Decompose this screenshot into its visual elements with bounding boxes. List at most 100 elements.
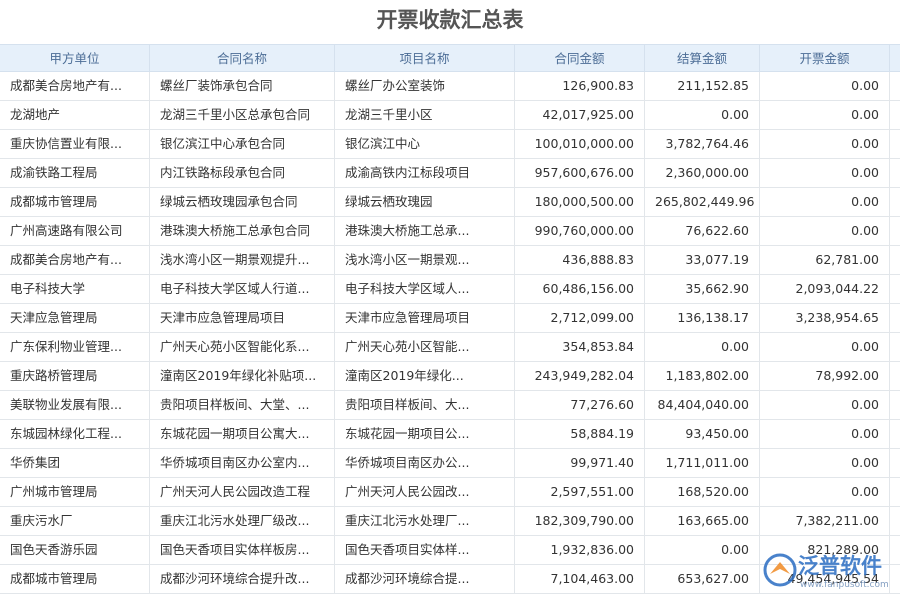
table-cell: 绿城云栖玫瑰园	[335, 188, 515, 217]
table-cell: 0.00	[645, 333, 760, 362]
table-cell: 1,711,011.00	[645, 449, 760, 478]
table-cell: 国色天香游乐园	[0, 536, 150, 565]
table-cell: 贵阳项目样板间、大...	[335, 391, 515, 420]
row-filler	[890, 391, 900, 420]
table-cell: 35,662.90	[645, 275, 760, 304]
table-cell: 重庆协信置业有限...	[0, 130, 150, 159]
table-cell: 3,782,764.46	[645, 130, 760, 159]
table-cell: 银亿滨江中心	[335, 130, 515, 159]
table-cell: 0.00	[760, 188, 890, 217]
table-cell: 1,932,836.00	[515, 536, 645, 565]
table-cell: 0.00	[760, 217, 890, 246]
table-cell: 182,309,790.00	[515, 507, 645, 536]
table-cell: 龙湖地产	[0, 101, 150, 130]
table-cell: 螺丝厂办公室装饰	[335, 72, 515, 101]
table-cell: 东城花园一期项目公...	[335, 420, 515, 449]
table-cell: 国色天香项目实体样...	[335, 536, 515, 565]
table-cell: 重庆江北污水处理厂级改...	[150, 507, 335, 536]
page-title: 开票收款汇总表	[376, 8, 524, 32]
table-cell: 0.00	[760, 478, 890, 507]
table-cell: 990,760,000.00	[515, 217, 645, 246]
row-filler	[890, 246, 900, 275]
table-cell: 广州天河人民公园改...	[335, 478, 515, 507]
table-cell: 浅水湾小区一期景观提升...	[150, 246, 335, 275]
table-cell: 电子科技大学区域人行道...	[150, 275, 335, 304]
table-cell: 广州城市管理局	[0, 478, 150, 507]
watermark: 泛普软件 www.fanpusoft.com	[762, 546, 896, 596]
table-cell: 2,712,099.00	[515, 304, 645, 333]
table-cell: 0.00	[760, 391, 890, 420]
table-cell: 58,884.19	[515, 420, 645, 449]
table-cell: 东城园林绿化工程...	[0, 420, 150, 449]
table-cell: 62,781.00	[760, 246, 890, 275]
row-filler	[890, 362, 900, 391]
watermark-url: www.fanpusoft.com	[800, 580, 889, 590]
table-cell: 潼南区2019年绿化补贴项...	[150, 362, 335, 391]
table-cell: 436,888.83	[515, 246, 645, 275]
row-filler	[890, 478, 900, 507]
table-cell: 821,289.00	[760, 536, 890, 565]
column-header: 合同金额	[515, 44, 645, 72]
table-cell: 广州高速路有限公司	[0, 217, 150, 246]
table-cell: 0.00	[645, 101, 760, 130]
table-cell: 东城花园一期项目公寓大...	[150, 420, 335, 449]
table-cell: 2,093,044.22	[760, 275, 890, 304]
table-cell: 2,597,551.00	[515, 478, 645, 507]
table-cell: 42,017,925.00	[515, 101, 645, 130]
table-cell: 0.00	[645, 536, 760, 565]
table-cell: 265,802,449.96	[645, 188, 760, 217]
column-header: 甲方单位	[0, 44, 150, 72]
column-header: 合同名称	[150, 44, 335, 72]
table-cell: 76,622.60	[645, 217, 760, 246]
table-cell: 168,520.00	[645, 478, 760, 507]
table-cell: 93,450.00	[645, 420, 760, 449]
table-cell: 7,382,211.00	[760, 507, 890, 536]
table-cell: 0.00	[760, 72, 890, 101]
table-cell: 成渝高铁内江标段项目	[335, 159, 515, 188]
table-cell: 浅水湾小区一期景观...	[335, 246, 515, 275]
table-cell: 成都城市管理局	[0, 565, 150, 594]
table-cell: 国色天香项目实体样板房...	[150, 536, 335, 565]
table-cell: 成渝铁路工程局	[0, 159, 150, 188]
column-header: 开票金额	[760, 44, 890, 72]
row-filler	[890, 188, 900, 217]
table-cell: 180,000,500.00	[515, 188, 645, 217]
table-cell: 2,360,000.00	[645, 159, 760, 188]
table-cell: 贵阳项目样板间、大堂、...	[150, 391, 335, 420]
table-cell: 211,152.85	[645, 72, 760, 101]
table-cell: 7,104,463.00	[515, 565, 645, 594]
table-cell: 100,010,000.00	[515, 130, 645, 159]
table-cell: 天津应急管理局	[0, 304, 150, 333]
table-cell: 广州天河人民公园改造工程	[150, 478, 335, 507]
table-cell: 成都美合房地产有...	[0, 72, 150, 101]
table-cell: 126,900.83	[515, 72, 645, 101]
table-cell: 136,138.17	[645, 304, 760, 333]
table-cell: 重庆江北污水处理厂...	[335, 507, 515, 536]
table-cell: 华侨城项目南区办公室内...	[150, 449, 335, 478]
column-header-filler	[890, 44, 900, 72]
row-filler	[890, 333, 900, 362]
data-table: 甲方单位 合同名称 项目名称 合同金额 结算金额 开票金额 成都美合房地产有... 螺丝厂装饰…	[0, 44, 900, 600]
row-filler	[890, 507, 900, 536]
table-cell: 0.00	[760, 449, 890, 478]
table-cell: 成都沙河环境综合提...	[335, 565, 515, 594]
row-filler	[890, 420, 900, 449]
table-cell: 60,486,156.00	[515, 275, 645, 304]
table-cell: 天津市应急管理局项目	[335, 304, 515, 333]
table-cell: 天津市应急管理局项目	[150, 304, 335, 333]
table-cell: 1,183,802.00	[645, 362, 760, 391]
table-cell: 49,454,945.54	[760, 565, 890, 594]
table-cell: 0.00	[760, 333, 890, 362]
table-cell: 绿城云栖玫瑰园承包合同	[150, 188, 335, 217]
table-cell: 0.00	[760, 159, 890, 188]
table-cell: 78,992.00	[760, 362, 890, 391]
row-filler	[890, 217, 900, 246]
table-cell: 重庆污水厂	[0, 507, 150, 536]
table-cell: 广州天心苑小区智能化系...	[150, 333, 335, 362]
column-header: 结算金额	[645, 44, 760, 72]
watermark-logo	[763, 553, 797, 587]
row-filler	[890, 565, 900, 594]
table-cell: 广州天心苑小区智能...	[335, 333, 515, 362]
row-filler	[890, 536, 900, 565]
